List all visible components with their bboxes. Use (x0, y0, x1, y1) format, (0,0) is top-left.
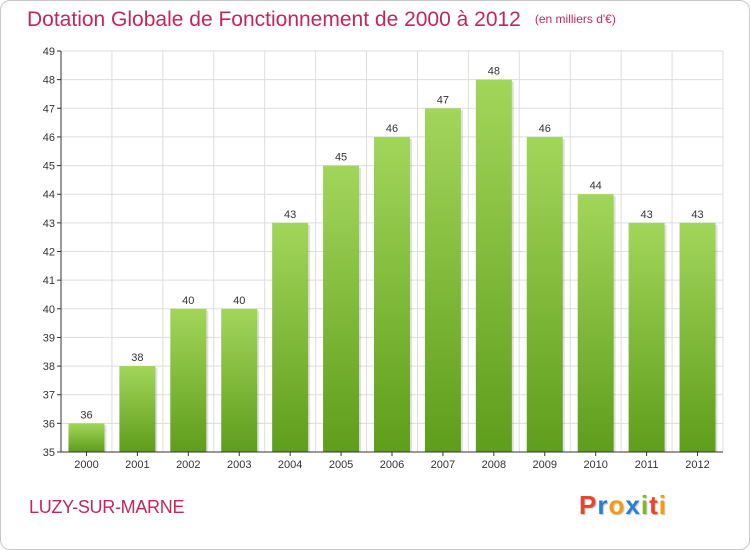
bar (475, 79, 512, 453)
bar-value-label: 48 (488, 66, 500, 78)
bar-value-label: 43 (640, 209, 652, 221)
y-tick-label: 42 (43, 247, 55, 259)
y-tick-label: 40 (43, 304, 55, 316)
bar (119, 366, 156, 452)
y-tick-label: 36 (43, 418, 55, 430)
logo-letter: t (649, 490, 659, 520)
x-tick-label: 2010 (583, 459, 607, 471)
x-tick-label: 2002 (176, 459, 200, 471)
y-tick-label: 39 (43, 332, 55, 344)
bar (628, 222, 665, 452)
logo-letter: P (579, 490, 598, 520)
bar (679, 222, 716, 452)
labels: 35 36 37 38 39 40 41 42 43 44 45 46 47 48 49 36 2000 38 20… (43, 46, 710, 471)
bar-value-label: 47 (437, 94, 449, 106)
bar (424, 108, 461, 453)
x-tick-label: 2000 (74, 459, 98, 471)
x-tick-label: 2005 (329, 459, 353, 471)
y-tick-label: 46 (43, 132, 55, 144)
logo-letter: r (597, 490, 609, 520)
bar (323, 165, 360, 453)
y-tick-label: 41 (43, 275, 55, 287)
y-tick-label: 49 (43, 46, 55, 58)
chart-unit: (en milliers d'€) (534, 12, 616, 26)
bar-value-label: 36 (80, 409, 92, 421)
chart-title-text: Dotation Globale de Fonctionnement de 20… (27, 8, 521, 31)
logo-letter: i (658, 490, 667, 520)
bar (526, 136, 563, 452)
bar (221, 308, 258, 452)
bar (272, 222, 309, 452)
y-tick-label: 44 (43, 189, 55, 201)
bar (374, 136, 410, 452)
bar (577, 194, 614, 452)
bar-value-label: 43 (284, 209, 296, 221)
bar-value-label: 40 (233, 295, 245, 307)
bar-value-label: 46 (386, 123, 398, 135)
bar-value-label: 40 (182, 295, 194, 307)
bar-value-label: 45 (335, 152, 347, 164)
logo-letter: x (625, 490, 641, 520)
y-tick-label: 38 (43, 361, 55, 373)
logo-letter: i (640, 490, 650, 520)
bar-value-label: 38 (131, 352, 143, 364)
proxiti-logo: Proxiti (579, 490, 667, 521)
y-tick-label: 37 (43, 390, 55, 402)
logo-letter: o (608, 490, 626, 520)
x-tick-label: 2004 (278, 459, 302, 471)
x-tick-label: 2006 (380, 459, 404, 471)
x-tick-label: 2007 (431, 459, 455, 471)
y-tick-label: 47 (43, 103, 55, 115)
x-tick-label: 2003 (227, 459, 251, 471)
x-tick-label: 2009 (533, 459, 557, 471)
bar-value-label: 43 (691, 209, 703, 221)
bar-value-label: 44 (590, 180, 602, 192)
bar-value-label: 46 (539, 123, 551, 135)
commune-name: LUZY-SUR-MARNE (29, 497, 185, 517)
y-tick-label: 43 (43, 218, 55, 230)
bars (68, 79, 718, 453)
bar (68, 423, 105, 452)
axes (57, 50, 723, 456)
x-tick-label: 2012 (685, 459, 709, 471)
x-tick-label: 2008 (482, 459, 506, 471)
x-tick-label: 2001 (125, 459, 149, 471)
y-tick-label: 48 (43, 75, 55, 87)
y-tick-label: 45 (43, 161, 55, 173)
x-tick-label: 2011 (635, 459, 659, 471)
chart-title: Dotation Globale de Fonctionnement de 20… (27, 8, 616, 32)
y-tick-label: 35 (43, 447, 55, 459)
bar (170, 308, 207, 452)
